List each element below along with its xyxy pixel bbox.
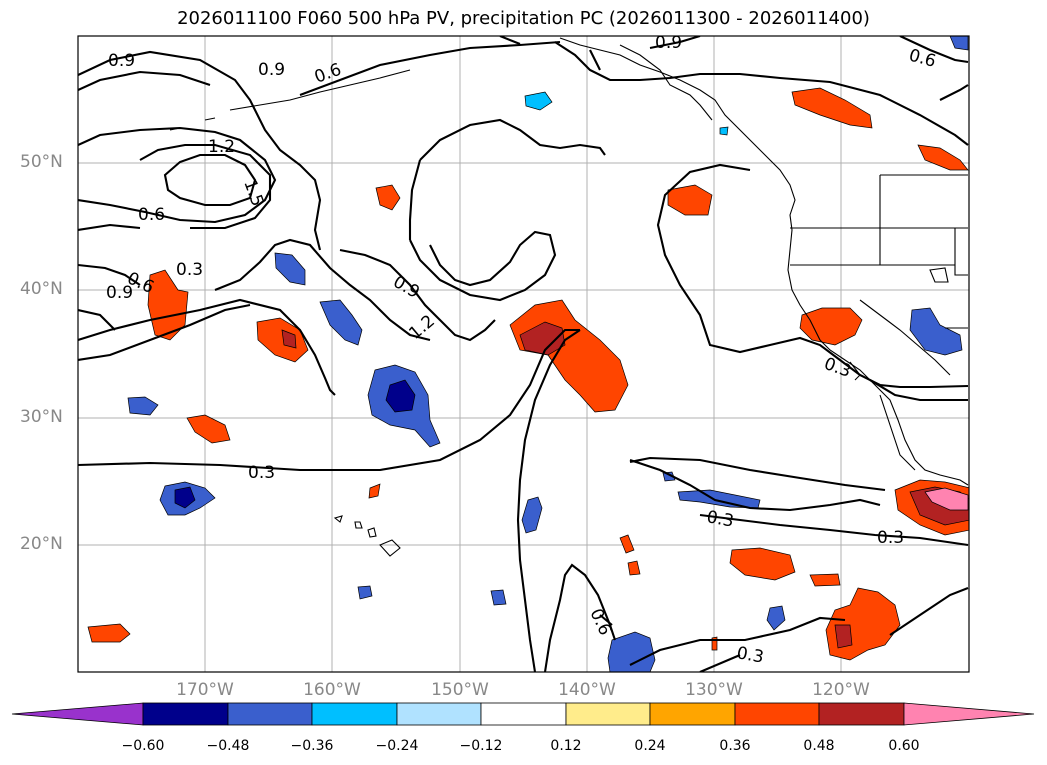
colorbar-tick-label: −0.36 (290, 738, 334, 754)
colorbar-tick-label: −0.60 (121, 738, 165, 754)
contour-label: 0.3 (705, 507, 735, 531)
colorbar-tick-label: 0.48 (803, 738, 835, 754)
colorbar-extend-low (11, 702, 144, 726)
contour-label: 0.9 (655, 33, 682, 53)
lat-label: 50°N (20, 152, 63, 172)
lon-label: 130°W (685, 680, 743, 700)
lat-label: 40°N (20, 279, 63, 299)
contour-label: 0.6 (138, 205, 165, 225)
map-title: 2026011100 F060 500 hPa PV, precipitatio… (177, 8, 870, 29)
colorbar (11, 702, 1035, 726)
lat-label: 20°N (20, 534, 63, 554)
contour-label: 0.9 (258, 60, 285, 80)
colorbar-tick-label: −0.24 (375, 738, 419, 754)
precip-positive (87, 87, 969, 661)
colorbar-tick-label: 0.12 (550, 738, 582, 754)
contour-label: 0.3 (248, 463, 275, 483)
contour-label: 0.9 (108, 51, 135, 71)
gridlines (78, 36, 969, 672)
map-plot-area (78, 36, 969, 672)
lat-label: 30°N (20, 407, 63, 427)
precip-negative (127, 36, 969, 672)
contour-label: 0.3 (735, 643, 765, 667)
lon-label: 170°W (176, 680, 234, 700)
map-frame (77, 35, 970, 673)
lon-label: 140°W (558, 680, 616, 700)
pv-contours (78, 36, 969, 672)
colorbar-tick-label: 0.60 (888, 738, 920, 754)
contour-label: 0.3 (176, 260, 203, 280)
colorbar-tick-label: 0.36 (719, 738, 751, 754)
lon-label: 120°W (812, 680, 870, 700)
colorbar-tick-label: −0.12 (459, 738, 503, 754)
colorbar-tick-label: 0.24 (634, 738, 666, 754)
contour-label: 1.2 (208, 137, 235, 157)
lon-label: 150°W (431, 680, 489, 700)
contour-label: 0.9 (106, 283, 133, 303)
colorbar-extend-high (903, 702, 1035, 726)
coastlines (169, 37, 969, 557)
contour-label: 0.3 (877, 528, 904, 548)
colorbar-tick-label: −0.48 (206, 738, 250, 754)
lon-label: 160°W (303, 680, 361, 700)
